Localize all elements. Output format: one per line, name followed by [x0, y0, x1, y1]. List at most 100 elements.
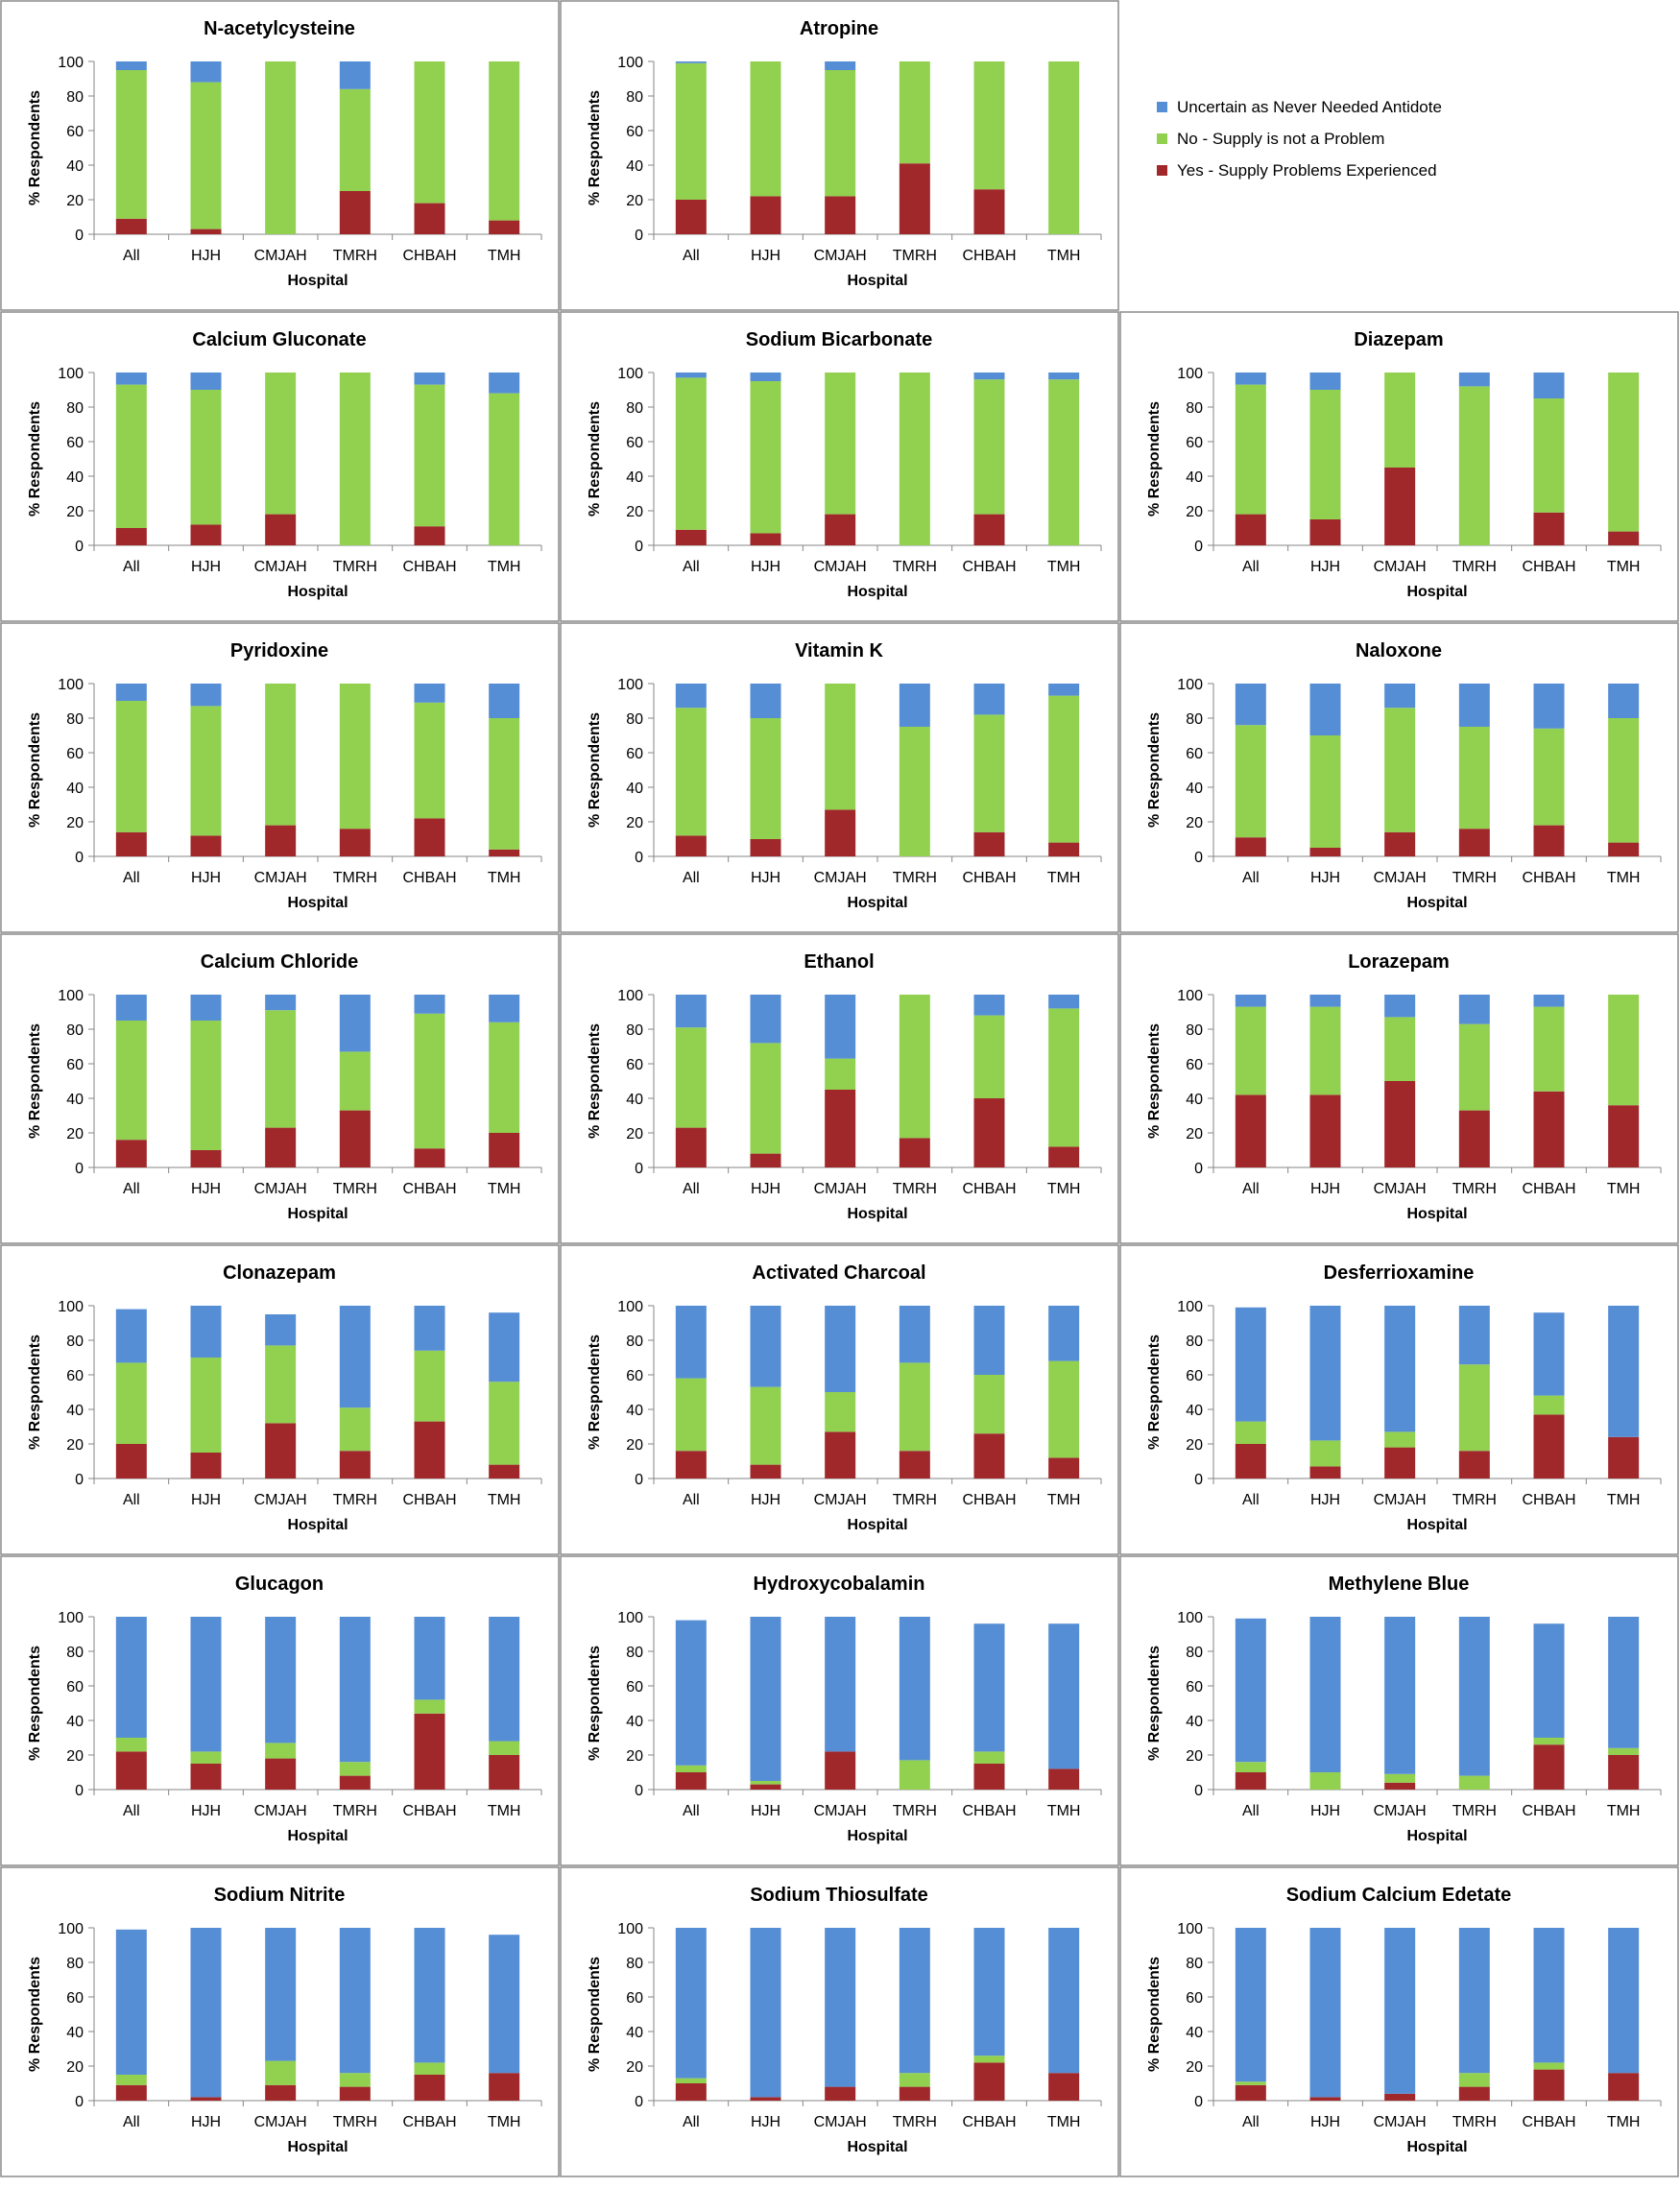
chart-naloxone-bar-hjh-no [1309, 735, 1341, 848]
chart-sodium-bicarbonate-bar-tmrh-no [899, 373, 930, 545]
chart-sodium-bicarbonate-bar-all-no [675, 377, 707, 530]
chart-sodium-nitrite-y-tick-label-4: 80 [66, 1956, 84, 1972]
chart-activated-charcoal-y-tick-label-4: 80 [626, 1334, 643, 1350]
chart-n-acetylcysteine-bar-chbah-yes [414, 203, 445, 234]
chart-sodium-calcium-edetate-x-tick-label-cmjah: CMJAH [1374, 2114, 1427, 2130]
chart-glucagon-bar-chbah-yes [414, 1713, 445, 1790]
chart-clonazepam-y-tick-label-1: 20 [66, 1437, 84, 1454]
chart-activated-charcoal-bar-chbah-uncertain [973, 1306, 1005, 1375]
legend-swatch-no-problem [1157, 133, 1167, 144]
chart-sodium-thiosulfate-bar-tmrh-no [899, 2073, 930, 2087]
chart-lorazepam-bar-tmh-no [1608, 995, 1640, 1106]
chart-hydroxycobalamin-y-tick-label-4: 80 [626, 1645, 643, 1661]
chart-methylene-blue-bar-tmrh-no [1458, 1775, 1490, 1790]
chart-sodium-calcium-edetate-y-tick-label-4: 80 [1186, 1956, 1203, 1972]
chart-pyridoxine-bar-tmh-yes [489, 849, 520, 856]
chart-vitamin-k-x-tick-label-chbah: CHBAH [962, 870, 1016, 886]
chart-calcium-gluconate-bar-all-yes [115, 528, 147, 545]
chart-ethanol-bar-hjh-uncertain [750, 995, 781, 1044]
chart-atropine-x-tick-label-tmh: TMH [1047, 248, 1081, 264]
chart-pyridoxine: Pyridoxine 0 20 40 60 80 100 All HJH CMJAH TMRH CHB… [0, 622, 560, 933]
chart-sodium-bicarbonate-bar-tmh-no [1048, 379, 1080, 545]
chart-activated-charcoal-x-tick-label-cmjah: CMJAH [814, 1492, 867, 1508]
chart-vitamin-k-bar-chbah-uncertain [973, 684, 1005, 715]
chart-sodium-nitrite-bar-chbah-yes [414, 2075, 445, 2101]
chart-naloxone-border [1119, 622, 1679, 933]
chart-calcium-chloride-bar-cmjah-uncertain [265, 995, 297, 1011]
chart-n-acetylcysteine-y-tick-label-1: 20 [66, 193, 84, 209]
chart-methylene-blue-y-axis-label: % Respondents [1146, 1646, 1163, 1761]
chart-atropine-y-axis-label: % Respondents [587, 90, 603, 205]
chart-pyridoxine-y-tick-label-0: 0 [75, 850, 84, 866]
chart-desferrioxamine-y-tick-label-1: 20 [1186, 1437, 1203, 1454]
chart-pyridoxine-y-tick-label-1: 20 [66, 815, 84, 831]
chart-diazepam-title: Diazepam [1354, 329, 1443, 350]
chart-diazepam-border [1119, 311, 1679, 622]
chart-glucagon-bar-cmjah-no [265, 1743, 297, 1759]
chart-vitamin-k-bar-chbah-no [973, 714, 1005, 832]
chart-sodium-calcium-edetate-y-axis-label: % Respondents [1146, 1957, 1163, 2072]
chart-atropine-x-axis-label: Hospital [847, 273, 907, 289]
chart-calcium-gluconate-bar-all-no [115, 384, 147, 528]
chart-activated-charcoal-bar-hjh-uncertain [750, 1306, 781, 1387]
chart-calcium-gluconate-bar-tmh-uncertain [489, 373, 520, 394]
chart-n-acetylcysteine-y-tick-label-4: 80 [66, 89, 84, 106]
chart-atropine-y-tick-label-4: 80 [626, 89, 643, 106]
chart-sodium-nitrite-title: Sodium Nitrite [214, 1885, 346, 1906]
chart-lorazepam-bar-all-yes [1235, 1094, 1266, 1167]
chart-pyridoxine-x-tick-label-tmrh: TMRH [333, 870, 377, 886]
chart-lorazepam-y-tick-label-1: 20 [1186, 1126, 1203, 1142]
chart-vitamin-k-bar-tmrh-no [899, 727, 930, 856]
chart-diazepam-bar-cmjah-yes [1384, 468, 1416, 545]
chart-sodium-thiosulfate-bar-all-yes [675, 2083, 707, 2101]
chart-methylene-blue-title: Methylene Blue [1329, 1574, 1470, 1595]
chart-calcium-chloride-border [0, 933, 560, 1244]
chart-sodium-thiosulfate-x-tick-label-hjh: HJH [751, 2114, 780, 2130]
chart-n-acetylcysteine-bar-all-uncertain [115, 61, 147, 70]
chart-desferrioxamine-bar-hjh-no [1309, 1440, 1341, 1467]
chart-sodium-nitrite-bar-hjh-yes [190, 2097, 222, 2101]
chart-naloxone-bar-tmh-yes [1608, 842, 1640, 856]
chart-naloxone-bar-chbah-no [1533, 728, 1565, 826]
chart-lorazepam-bar-chbah-no [1533, 1006, 1565, 1092]
chart-clonazepam-bar-tmh-no [489, 1382, 520, 1465]
chart-activated-charcoal-bar-hjh-no [750, 1386, 781, 1465]
chart-ethanol-bar-cmjah-yes [825, 1090, 856, 1167]
chart-n-acetylcysteine-bar-all-no [115, 70, 147, 219]
chart-methylene-blue-bar-all-uncertain [1235, 1618, 1266, 1763]
chart-clonazepam-x-axis-label: Hospital [287, 1517, 348, 1533]
chart-sodium-nitrite-bar-all-no [115, 2075, 147, 2085]
chart-vitamin-k-x-tick-label-tmh: TMH [1047, 870, 1081, 886]
chart-methylene-blue-bar-tmrh-uncertain [1458, 1617, 1490, 1776]
chart-clonazepam: Clonazepam 0 20 40 60 80 100 All HJH CMJAH TMRH CHB… [0, 1244, 560, 1555]
chart-n-acetylcysteine-x-tick-label-tmrh: TMRH [333, 248, 377, 264]
chart-hydroxycobalamin-border [560, 1555, 1119, 1866]
chart-diazepam-x-tick-label-hjh: HJH [1310, 559, 1340, 575]
chart-clonazepam-x-tick-label-hjh: HJH [191, 1492, 221, 1508]
chart-hydroxycobalamin-y-tick-label-3: 60 [626, 1679, 643, 1695]
chart-sodium-bicarbonate-y-tick-label-1: 20 [626, 504, 643, 520]
chart-glucagon-x-tick-label-hjh: HJH [191, 1803, 221, 1819]
chart-ethanol-y-axis-label: % Respondents [587, 1023, 603, 1139]
chart-sodium-bicarbonate-bar-chbah-yes [973, 514, 1005, 545]
chart-sodium-nitrite-x-tick-label-tmrh: TMRH [333, 2114, 377, 2130]
chart-atropine-x-tick-label-hjh: HJH [751, 248, 780, 264]
chart-atropine-y-tick-label-0: 0 [635, 228, 643, 244]
chart-calcium-gluconate-y-tick-label-3: 60 [66, 435, 84, 451]
chart-pyridoxine-y-tick-label-4: 80 [66, 711, 84, 728]
chart-clonazepam-bar-tmh-uncertain [489, 1312, 520, 1383]
chart-naloxone-bar-all-uncertain [1235, 684, 1266, 726]
chart-clonazepam-bar-chbah-uncertain [414, 1306, 445, 1351]
chart-hydroxycobalamin-y-tick-label-1: 20 [626, 1748, 643, 1765]
chart-calcium-chloride-x-tick-label-hjh: HJH [191, 1181, 221, 1197]
chart-n-acetylcysteine-y-tick-label-5: 100 [58, 55, 84, 71]
chart-desferrioxamine-bar-tmrh-no [1458, 1364, 1490, 1452]
chart-diazepam-bar-tmh-yes [1608, 531, 1640, 545]
chart-desferrioxamine-y-tick-label-4: 80 [1186, 1334, 1203, 1350]
chart-hydroxycobalamin-bar-all-yes [675, 1772, 707, 1790]
chart-ethanol-bar-hjh-no [750, 1043, 781, 1154]
chart-desferrioxamine-x-tick-label-tmrh: TMRH [1452, 1492, 1497, 1508]
chart-sodium-bicarbonate-bar-chbah-no [973, 379, 1005, 515]
chart-ethanol-y-tick-label-1: 20 [626, 1126, 643, 1142]
chart-n-acetylcysteine-bar-tmh-yes [489, 220, 520, 234]
